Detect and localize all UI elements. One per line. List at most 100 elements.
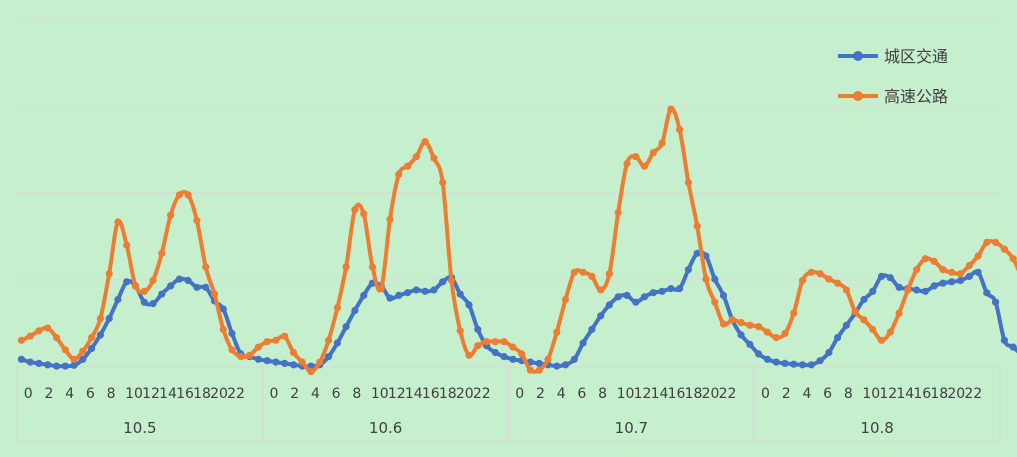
data-point (149, 276, 157, 285)
data-point (570, 268, 578, 276)
x-tick-label: 6 (86, 386, 95, 402)
data-point (992, 238, 1000, 246)
data-point (386, 294, 394, 302)
data-point (632, 298, 640, 306)
data-point (123, 241, 131, 249)
data-point (219, 305, 227, 313)
data-point (526, 366, 535, 374)
data-point (509, 355, 517, 363)
data-point (974, 252, 982, 260)
data-point (325, 353, 333, 361)
data-point (175, 275, 183, 283)
data-point (333, 304, 341, 312)
data-point (351, 206, 359, 214)
data-point (658, 139, 666, 147)
data-point (579, 339, 587, 347)
data-point (114, 218, 122, 226)
data-point (798, 361, 807, 369)
data-point (491, 348, 499, 357)
data-point (281, 332, 289, 340)
series-lines (17, 105, 1017, 376)
data-point (965, 261, 973, 270)
data-point (869, 287, 877, 295)
data-point (44, 324, 52, 332)
data-point (737, 331, 745, 339)
x-tick-label: 16 (668, 386, 686, 402)
data-point (869, 325, 877, 333)
data-point (649, 149, 657, 157)
x-tick-label: 20 (702, 386, 720, 402)
data-point (658, 287, 666, 295)
data-point (421, 287, 429, 295)
data-point (921, 255, 930, 263)
data-point (307, 362, 315, 370)
x-tick-label: 10 (371, 386, 389, 402)
data-point (263, 357, 271, 365)
data-point (632, 153, 640, 161)
data-point (974, 268, 982, 276)
data-point (588, 272, 596, 280)
data-point (798, 276, 807, 285)
x-tick-label: 2 (290, 386, 299, 402)
data-point (342, 323, 350, 331)
data-point (807, 268, 815, 276)
data-point (491, 338, 499, 346)
data-point (167, 282, 175, 290)
x-tick-label: 4 (802, 386, 811, 402)
data-point (605, 270, 614, 278)
data-point (184, 191, 192, 199)
data-point (412, 153, 420, 161)
x-tick-label: 16 (913, 386, 931, 402)
data-point (965, 272, 973, 280)
data-point (1000, 245, 1009, 253)
data-point (860, 295, 868, 304)
x-tick-label: 12 (634, 386, 652, 402)
x-tick-label: 0 (761, 386, 770, 402)
data-point (790, 309, 798, 317)
x-tick-label: 12 (388, 386, 406, 402)
data-point (421, 138, 429, 146)
x-tick-label: 4 (65, 386, 74, 402)
data-point (386, 215, 394, 223)
data-point (983, 289, 991, 297)
x-tick-label: 20 (456, 386, 474, 402)
data-point (140, 298, 148, 306)
data-point (702, 275, 710, 283)
data-point (640, 293, 649, 301)
x-tick-label: 0 (270, 386, 279, 402)
data-point (88, 344, 96, 353)
data-point (228, 346, 236, 354)
data-point (298, 358, 306, 366)
data-point (237, 353, 245, 361)
data-point (614, 293, 622, 301)
data-point (500, 353, 508, 361)
data-point (597, 286, 605, 294)
data-point (333, 339, 341, 347)
group-label: 10.8 (860, 419, 893, 437)
data-point (807, 361, 815, 369)
data-point (465, 301, 473, 309)
data-point (913, 266, 921, 274)
data-point (483, 338, 491, 346)
x-tick-label: 18 (439, 386, 457, 402)
data-point (895, 283, 903, 291)
data-point (404, 162, 412, 170)
data-point (281, 359, 289, 367)
data-point (193, 283, 201, 291)
x-tick-label: 22 (964, 386, 982, 402)
data-point (614, 208, 622, 217)
data-point (886, 328, 894, 336)
data-point (149, 300, 157, 308)
data-point (930, 282, 938, 290)
x-tick-label: 10 (617, 386, 635, 402)
x-tick-label: 12 (879, 386, 897, 402)
x-tick-label: 14 (651, 386, 669, 402)
data-point (26, 332, 34, 340)
data-point (623, 291, 631, 299)
data-point (605, 301, 614, 309)
data-point (123, 278, 131, 286)
data-point (834, 279, 842, 287)
data-point (553, 362, 561, 370)
